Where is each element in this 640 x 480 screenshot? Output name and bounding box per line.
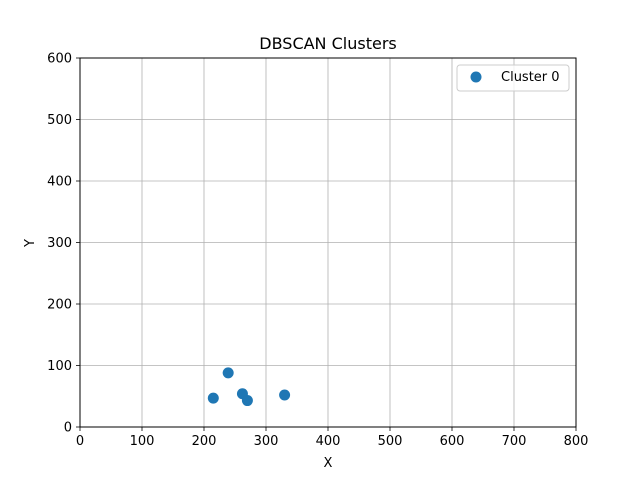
y-tick-label: 600 [47, 52, 72, 67]
x-tick-label: 600 [440, 434, 465, 449]
x-tick-label: 500 [378, 434, 403, 449]
x-tick-label: 800 [564, 434, 589, 449]
x-tick-label: 300 [254, 434, 279, 449]
data-point [279, 389, 291, 401]
x-tick-label: 200 [192, 434, 217, 449]
y-tick-label: 500 [47, 113, 72, 128]
x-tick-label: 100 [130, 434, 155, 449]
x-tick-label: 0 [76, 434, 84, 449]
y-tick-label: 200 [47, 298, 72, 313]
data-point [241, 395, 253, 407]
y-tick-label: 300 [47, 236, 72, 251]
legend: Cluster 0 [456, 64, 570, 92]
x-axis-ticks: 0 100 200 300 400 500 600 700 800 [76, 427, 589, 449]
data-point [207, 392, 219, 404]
data-point [222, 367, 234, 379]
chart-title: DBSCAN Clusters [259, 34, 396, 53]
legend-marker [470, 71, 482, 83]
x-tick-label: 700 [502, 434, 527, 449]
legend-label: Cluster 0 [501, 70, 560, 85]
legend-box [456, 64, 570, 92]
data-points [207, 367, 291, 407]
y-axis-label: Y [23, 239, 38, 248]
x-axis-label: X [324, 456, 333, 471]
y-tick-label: 100 [47, 359, 72, 374]
y-axis-ticks: 0 100 200 300 400 500 600 [47, 52, 80, 436]
x-tick-label: 400 [316, 434, 341, 449]
y-tick-label: 400 [47, 175, 72, 190]
y-tick-label: 0 [64, 421, 72, 436]
